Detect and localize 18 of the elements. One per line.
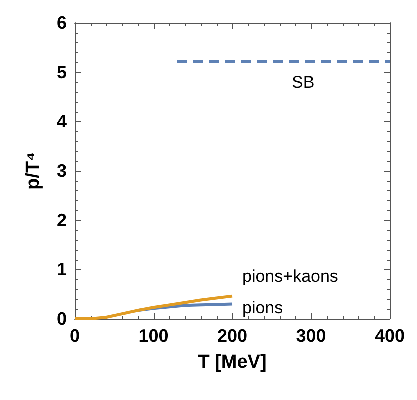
y-tick-label: 3 (56, 161, 67, 181)
y-tick-label: 1 (56, 260, 67, 280)
x-tick-label: 400 (374, 326, 406, 346)
y-tick-label: 2 (56, 210, 67, 230)
x-axis-title: T [MeV] (198, 352, 267, 373)
y-tick-label: 0 (56, 309, 67, 329)
y-tick-label: 5 (56, 62, 67, 82)
x-tick-label: 100 (138, 326, 169, 346)
series-label: pions (242, 298, 284, 318)
x-tick-label: 200 (217, 326, 248, 346)
y-tick-label: 4 (56, 112, 67, 132)
x-tick-label: 0 (70, 326, 80, 346)
y-tick-label: 6 (56, 13, 67, 33)
x-tick-label: 300 (296, 326, 326, 346)
line-series (74, 294, 234, 320)
series-label: pions+kaons (242, 266, 338, 286)
y-axis-title: p/T⁴ (23, 152, 44, 190)
series-label: SB (292, 72, 315, 92)
